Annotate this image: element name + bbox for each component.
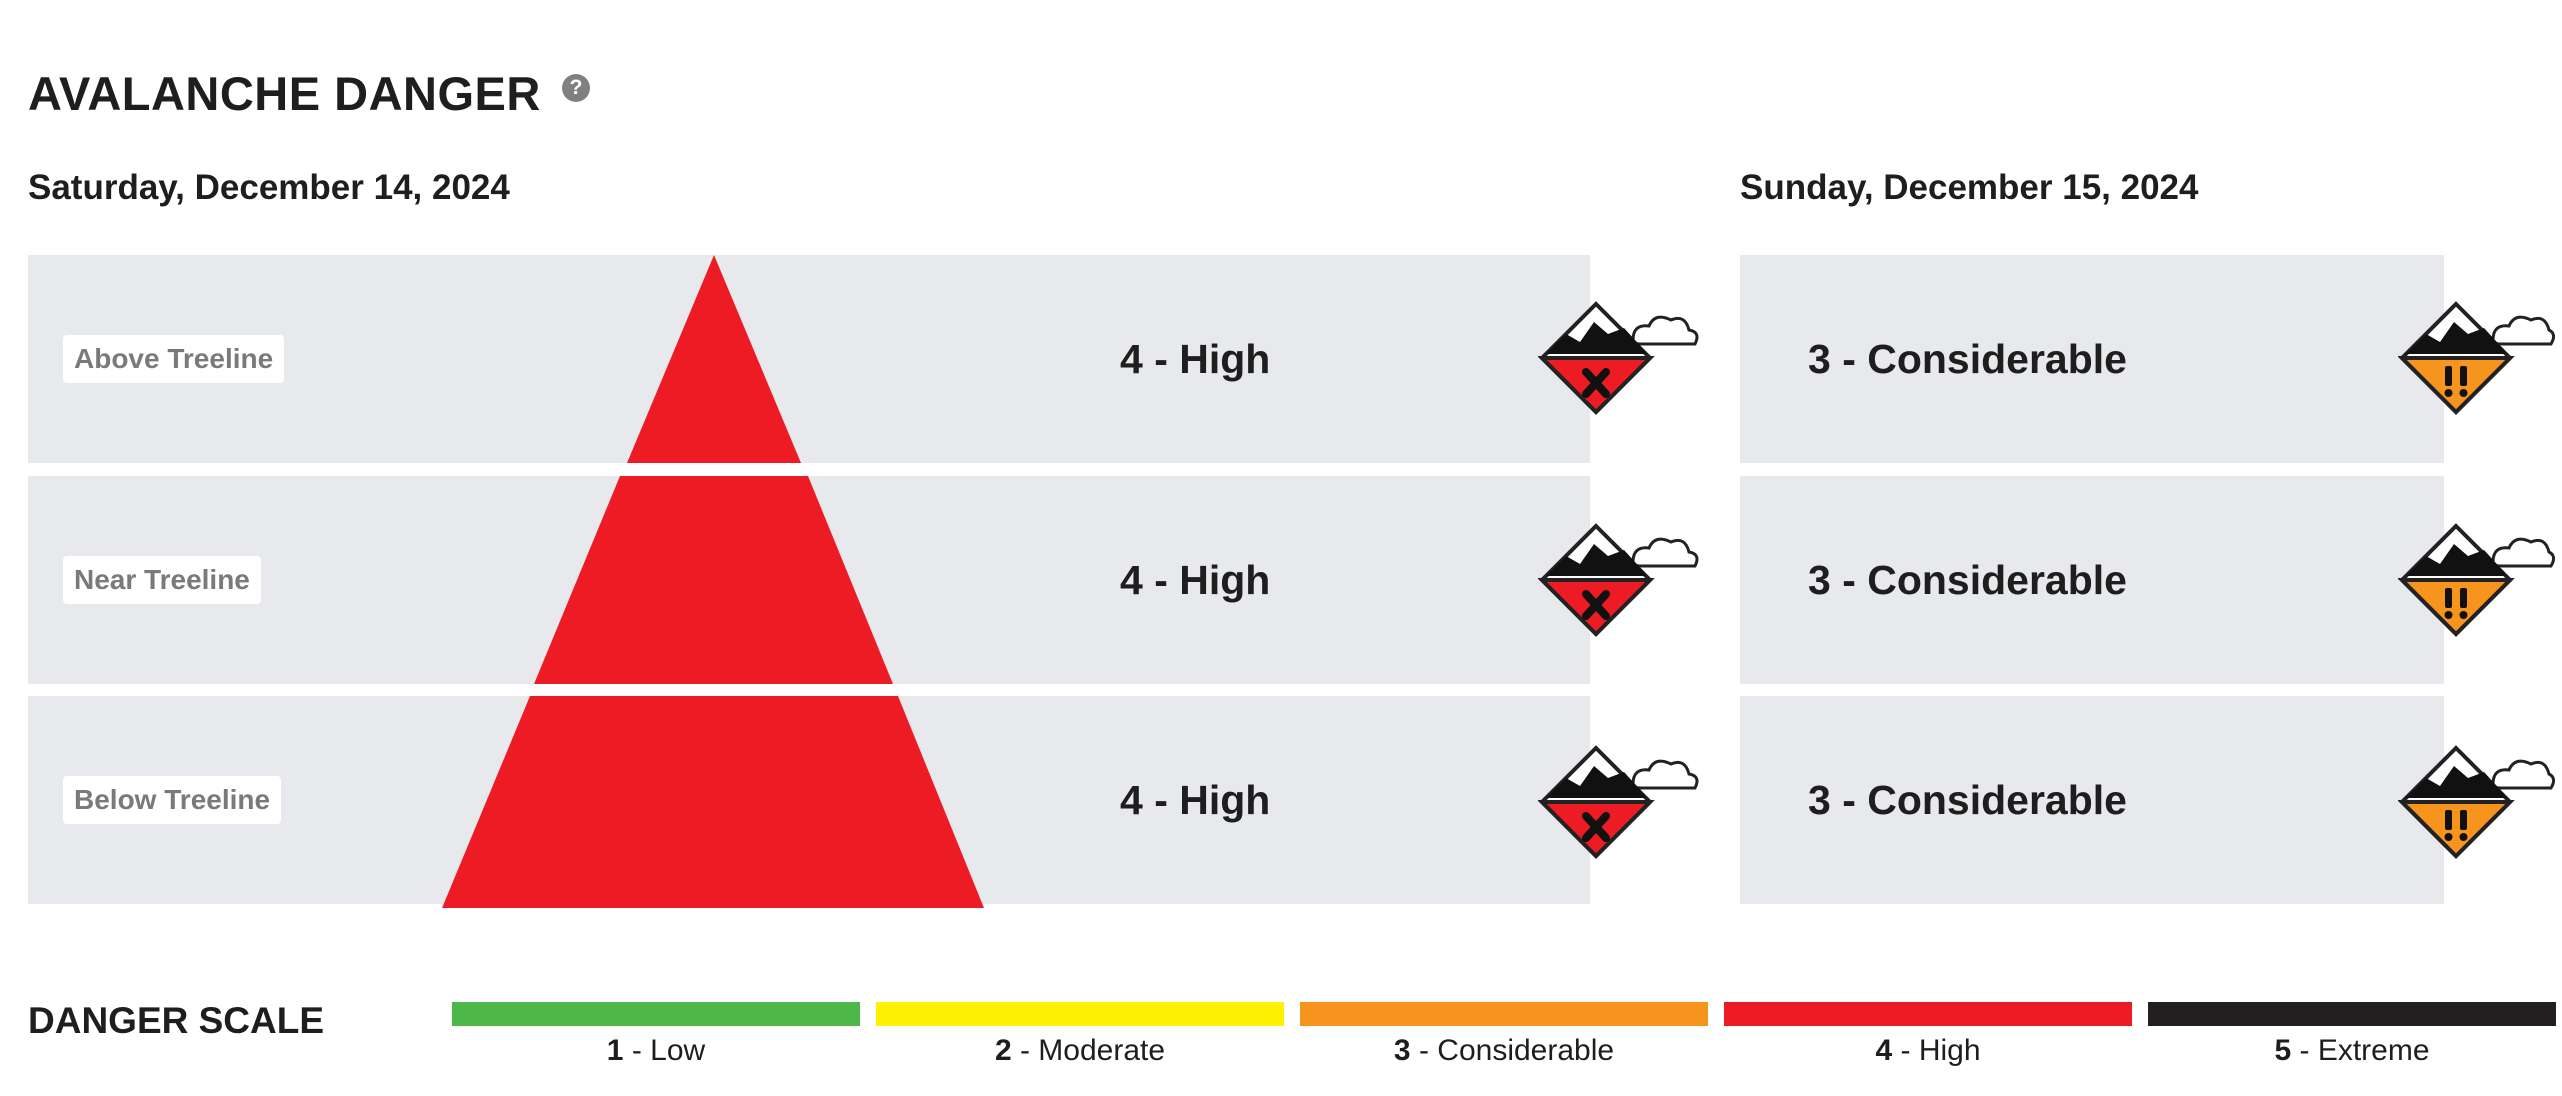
- day-1-row-above-treeline: Above Treeline 4 - High: [28, 255, 1590, 463]
- day-2-row-below-treeline: 3 - Considerable: [1740, 696, 2444, 904]
- elevation-label-above-treeline: Above Treeline: [63, 335, 285, 383]
- danger-level-4-icon: [1538, 523, 1699, 637]
- scale-bar-moderate: [876, 1002, 1284, 1026]
- scale-bar-considerable: [1300, 1002, 1708, 1026]
- scale-level-5: 5 - Extreme: [2148, 1002, 2556, 1068]
- danger-rating-text: 3 - Considerable: [1808, 777, 2127, 823]
- day-2-row-near-treeline: 3 - Considerable: [1740, 476, 2444, 684]
- scale-number: 1: [606, 1034, 624, 1067]
- elevation-label-below-treeline: Below Treeline: [63, 776, 282, 824]
- scale-label: Low: [650, 1034, 706, 1067]
- danger-scale-title: DANGER SCALE: [28, 1000, 325, 1041]
- scale-bar-low: [452, 1002, 860, 1026]
- page-title: AVALANCHE DANGER: [28, 67, 541, 120]
- day-1-date: Saturday, December 14, 2024: [28, 168, 510, 207]
- scale-level-2: 2 - Moderate: [876, 1002, 1284, 1068]
- scale-number: 3: [1393, 1034, 1411, 1067]
- day-1-row-below-treeline: Below Treeline 4 - High: [28, 696, 1590, 904]
- scale-number: 2: [994, 1034, 1012, 1067]
- danger-rating-text: 4 - High: [1120, 557, 1271, 603]
- danger-rating-text: 3 - Considerable: [1808, 336, 2127, 382]
- danger-rating-text: 3 - Considerable: [1808, 557, 2127, 603]
- scale-label: Moderate: [1038, 1034, 1166, 1067]
- elevation-label-near-treeline: Near Treeline: [63, 556, 261, 604]
- danger-level-4-icon: [1538, 301, 1699, 415]
- day-2-row-above-treeline: 3 - Considerable: [1740, 255, 2444, 463]
- danger-level-4-icon: [1538, 745, 1699, 859]
- day-1-row-near-treeline: Near Treeline 4 - High: [28, 476, 1590, 684]
- scale-label: Considerable: [1437, 1034, 1615, 1067]
- scale-label: High: [1918, 1034, 1981, 1067]
- scale-bar-high: [1724, 1002, 2132, 1026]
- question-circle-icon[interactable]: ?: [562, 74, 590, 102]
- danger-level-3-icon: [2398, 301, 2556, 415]
- scale-level-1: 1 - Low: [452, 1002, 860, 1068]
- scale-number: 4: [1875, 1034, 1893, 1067]
- danger-rating-text: 4 - High: [1120, 336, 1271, 382]
- day-2-date: Sunday, December 15, 2024: [1740, 168, 2199, 207]
- scale-number: 5: [2274, 1034, 2292, 1067]
- scale-label: Extreme: [2317, 1034, 2430, 1067]
- danger-level-3-icon: [2398, 745, 2556, 859]
- danger-level-3-icon: [2398, 523, 2556, 637]
- scale-level-3: 3 - Considerable: [1300, 1002, 1708, 1068]
- danger-rating-text: 4 - High: [1120, 777, 1271, 823]
- scale-bar-extreme: [2148, 1002, 2556, 1026]
- scale-level-4: 4 - High: [1724, 1002, 2132, 1068]
